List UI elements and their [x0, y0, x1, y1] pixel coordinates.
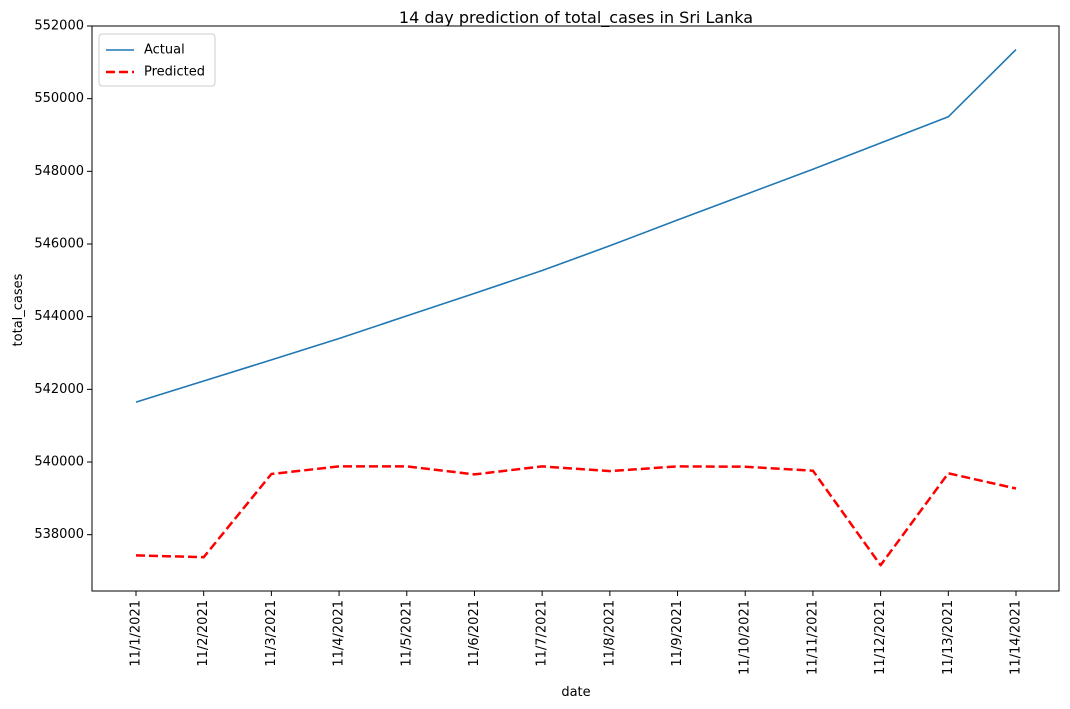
y-axis-label: total_cases: [11, 273, 26, 346]
legend-label-predicted: Predicted: [144, 65, 205, 80]
x-tick-label: 11/12/2021: [873, 600, 888, 675]
y-tick-label: 540000: [34, 455, 84, 470]
x-tick-label: 11/2/2021: [196, 600, 211, 667]
y-tick-label: 544000: [34, 309, 84, 324]
y-tick-label: 542000: [34, 382, 84, 397]
x-tick-label: 11/5/2021: [399, 600, 414, 667]
x-tick-label: 11/14/2021: [1009, 600, 1024, 675]
x-tick-label: 11/1/2021: [129, 600, 144, 667]
x-tick-label: 11/4/2021: [332, 600, 347, 667]
x-tick-label: 11/9/2021: [670, 600, 685, 667]
y-tick-label: 550000: [34, 91, 84, 106]
x-tick-label: 11/13/2021: [941, 600, 956, 675]
x-tick-label: 11/8/2021: [602, 600, 617, 667]
x-tick-label: 11/11/2021: [805, 600, 820, 675]
plot-frame: [91, 25, 1060, 592]
series-layer: [135, 49, 1017, 567]
y-tick-label: 538000: [34, 527, 84, 542]
x-tick-label: 11/6/2021: [467, 600, 482, 667]
legend-label-actual: Actual: [144, 43, 185, 58]
series-line-predicted: [135, 465, 1017, 567]
x-axis: 11/1/2021 11/2/2021 11/3/2021 11/4/2021 11/5…: [129, 591, 1024, 675]
x-tick-label: 11/10/2021: [738, 600, 753, 675]
legend: Actual Predicted: [98, 33, 216, 87]
chart-title: 14 day prediction of total_cases in Sri …: [399, 8, 753, 28]
y-axis: 538000 540000 542000 544000 546000 548000 5500…: [34, 19, 92, 542]
y-tick-label: 548000: [34, 164, 84, 179]
x-tick-label: 11/7/2021: [535, 600, 550, 667]
x-tick-label: 11/3/2021: [264, 600, 279, 667]
x-axis-label: date: [561, 685, 590, 700]
series-line-actual: [135, 49, 1017, 403]
y-tick-label: 552000: [34, 19, 84, 34]
y-tick-label: 546000: [34, 237, 84, 252]
